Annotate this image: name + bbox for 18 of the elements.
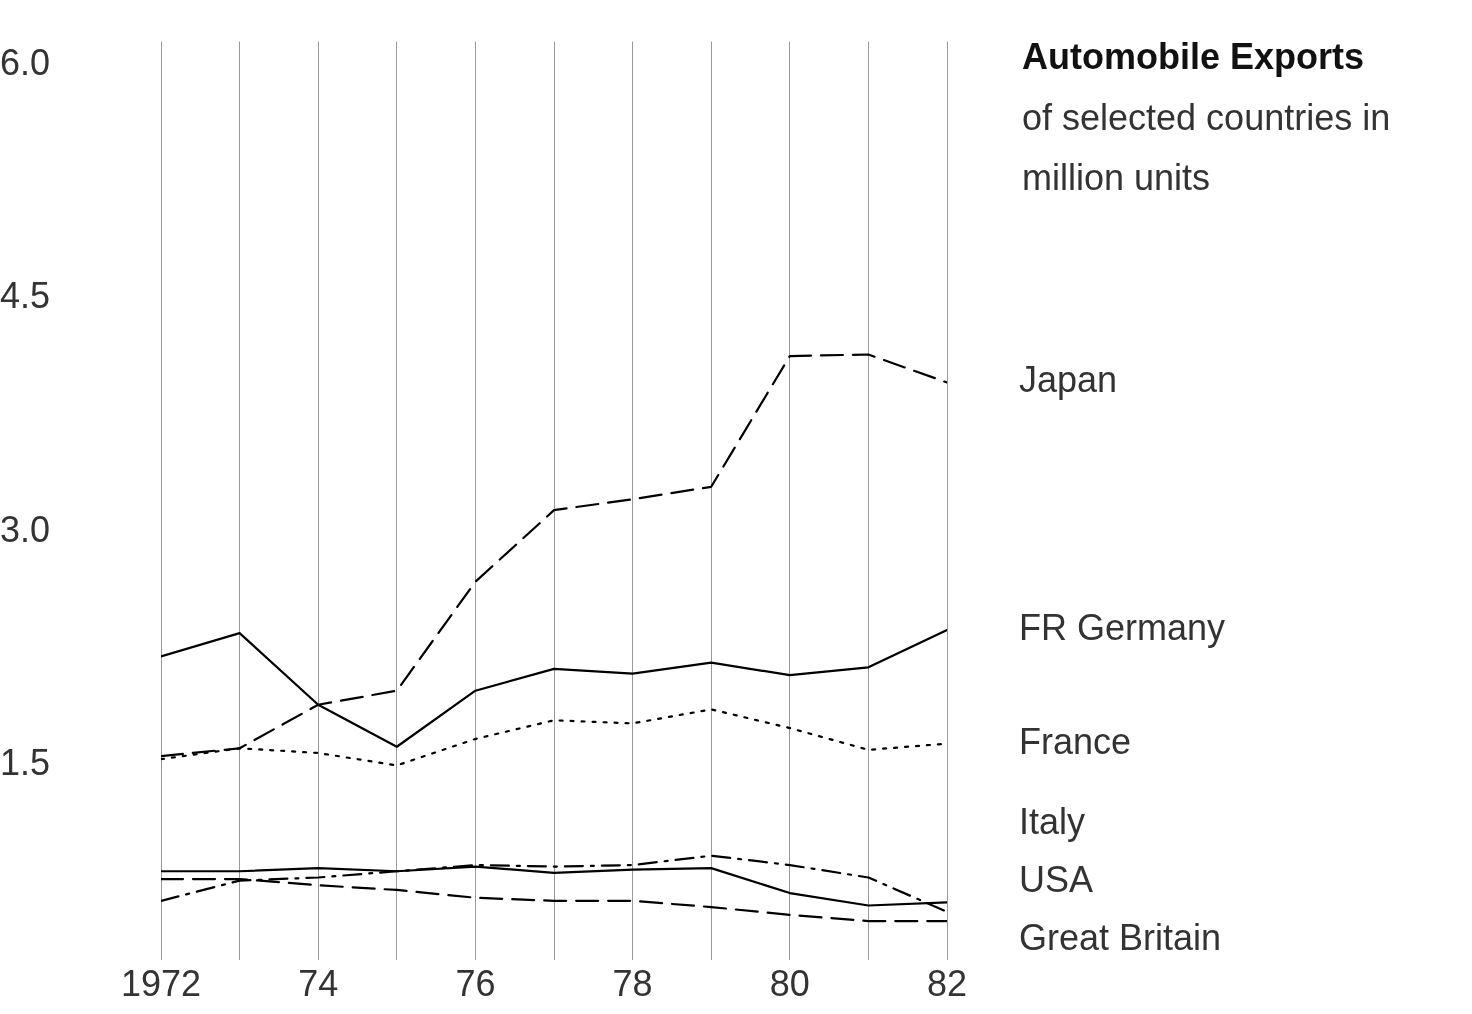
y-tick-label: 1.5 bbox=[0, 742, 51, 784]
y-tick-label: 6.0 bbox=[0, 41, 51, 83]
x-tick-label: 1972 bbox=[120, 962, 202, 1004]
text: France bbox=[1019, 720, 1132, 762]
x-tick-label: 80 bbox=[769, 962, 810, 1004]
text: of selected countries in million units bbox=[1022, 96, 1392, 200]
y-tick-label: 3.0 bbox=[0, 508, 51, 550]
text: Automobile Exports bbox=[1022, 36, 1365, 78]
x-tick-label: 76 bbox=[455, 962, 496, 1004]
x-tick-label: 82 bbox=[926, 962, 968, 1004]
x-tick-label: 78 bbox=[612, 962, 653, 1004]
text: USA bbox=[1019, 858, 1094, 900]
text: Great Britain bbox=[1019, 916, 1222, 958]
x-tick-label: 74 bbox=[298, 962, 339, 1004]
text: FR Germany bbox=[1019, 606, 1226, 648]
text: Japan bbox=[1019, 359, 1118, 401]
text: Italy bbox=[1019, 800, 1086, 842]
y-tick-label: 4.5 bbox=[0, 275, 51, 317]
